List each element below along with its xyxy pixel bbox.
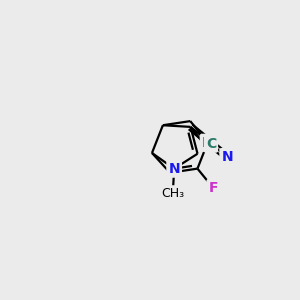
Text: N: N (168, 162, 180, 176)
Text: F: F (208, 181, 218, 195)
Text: CH₃: CH₃ (161, 187, 184, 200)
Text: N: N (202, 136, 213, 150)
Text: N: N (221, 150, 233, 164)
Text: C: C (206, 136, 216, 151)
